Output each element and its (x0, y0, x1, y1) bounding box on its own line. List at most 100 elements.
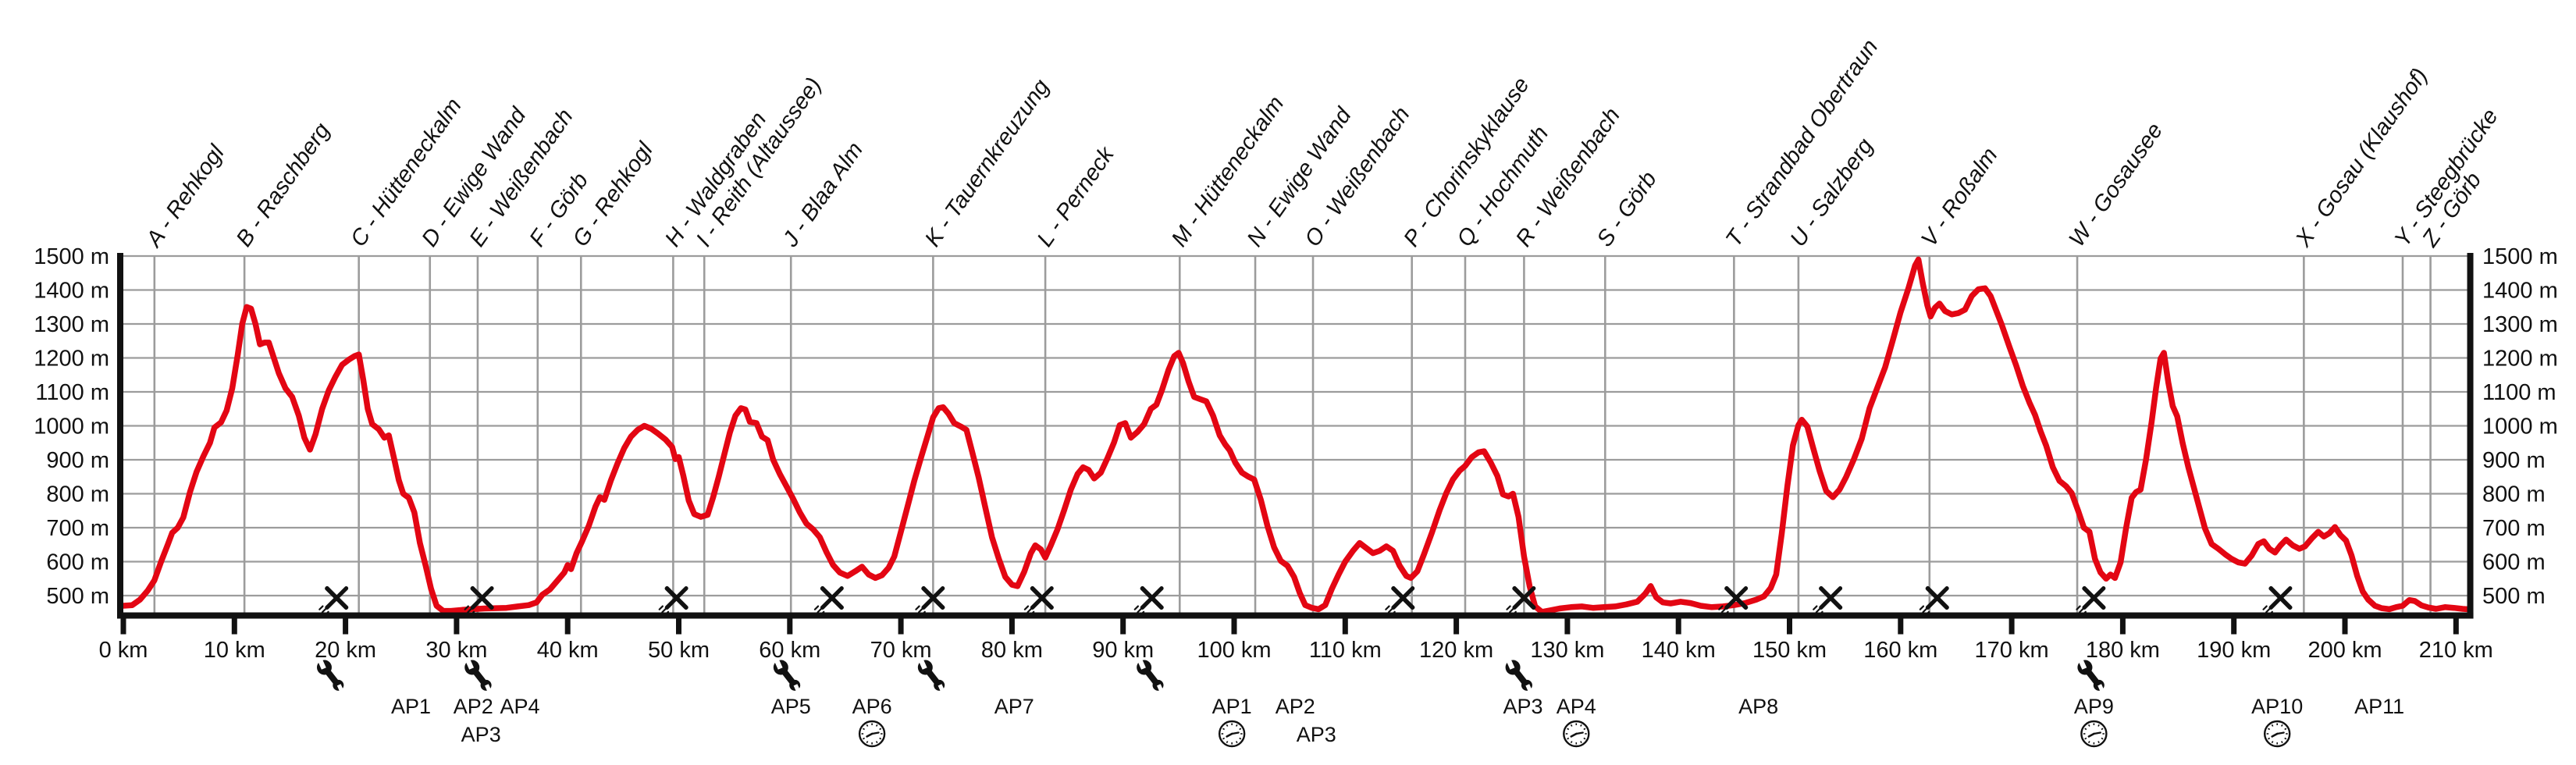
y-tick-label-right: 1400 m (2482, 279, 2558, 304)
x-axis-tick (2008, 618, 2015, 635)
restaurant-icon (1023, 585, 1054, 617)
gridlines (120, 254, 2467, 613)
y-tick-label-right: 1500 m (2482, 244, 2558, 269)
restaurant-icon (1718, 585, 1749, 617)
service-icons (316, 658, 2105, 692)
x-axis-tick (120, 618, 126, 635)
clock-icon (2080, 720, 2108, 748)
x-axis-tick (1564, 618, 1571, 635)
service-wrench-icon (2077, 658, 2105, 692)
x-axis-tick (1231, 618, 1237, 635)
x-tick-label: 140 km (1642, 638, 1716, 663)
checkpoint-label: AP4 (500, 695, 539, 718)
x-axis-tick (343, 618, 349, 635)
restaurant-icon (2262, 585, 2293, 617)
x-tick-label: 160 km (1863, 638, 1937, 663)
restaurant-icon (1506, 585, 1536, 617)
x-axis-tick (1009, 618, 1015, 635)
y-tick-label-left: 600 m (46, 550, 109, 575)
checkpoint-label-row2: AP3 (461, 723, 501, 746)
x-axis (117, 612, 2474, 619)
restaurant-icon (915, 585, 945, 617)
clock-icon (2263, 720, 2291, 748)
y-tick-label-right: 500 m (2482, 584, 2546, 609)
checkpoint-label: AP10 (2251, 695, 2303, 718)
restaurant-icons (318, 585, 2293, 617)
y-tick-label-left: 700 m (46, 516, 109, 541)
checkpoint-labels: AP1 AP2 AP4 AP5 AP6 AP7 AP1 AP2 AP3 AP4 AP8 AP9 AP10… (391, 695, 2404, 746)
x-tick-label: 150 km (1752, 638, 1827, 663)
x-tick-label: 110 km (1309, 638, 1382, 663)
x-axis-tick (2342, 618, 2348, 635)
service-wrench-icon (1137, 658, 1164, 692)
x-tick-label: 90 km (1092, 638, 1154, 663)
checkpoint-label: AP11 (2354, 695, 2404, 718)
y-tick-label-left: 1500 m (34, 244, 109, 269)
y-tick-label-right: 900 m (2482, 448, 2546, 473)
waypoint-label: K - Tauernkreuzung (920, 75, 1055, 251)
x-axis-tick (2453, 618, 2459, 635)
x-tick-label: 170 km (1975, 638, 2049, 663)
x-tick-label: 50 km (648, 638, 710, 663)
x-tick-label: 210 km (2419, 638, 2493, 663)
y-axis-left (117, 253, 123, 619)
service-wrench-icon (1505, 658, 1532, 692)
clock-icon (1218, 720, 1246, 748)
checkpoint-label: AP7 (994, 695, 1034, 718)
x-axis-tick (2231, 618, 2237, 635)
x-tick-label: 200 km (2307, 638, 2382, 663)
x-tick-label: 190 km (2197, 638, 2271, 663)
y-tick-label-left: 1400 m (34, 279, 109, 304)
x-tick-label: 10 km (204, 638, 265, 663)
x-axis-tick (454, 618, 460, 635)
waypoint-label: V - Roßalm (1916, 144, 2002, 251)
x-axis-tick (787, 618, 793, 635)
restaurant-icon (464, 585, 494, 617)
x-tick-label: 60 km (759, 638, 820, 663)
x-axis-tick (1120, 618, 1126, 635)
restaurant-icon (813, 585, 844, 617)
service-wrench-icon (773, 658, 801, 692)
waypoint-label: B - Raschberg (232, 119, 336, 251)
waypoint-label: S - Görb (1592, 167, 1662, 251)
x-axis-tick (1342, 618, 1348, 635)
checkpoint-label: AP2 (454, 695, 493, 718)
x-tick-label: 30 km (425, 638, 487, 663)
service-wrench-icon (917, 658, 945, 692)
y-tick-label-right: 800 m (2482, 482, 2546, 507)
service-wrench-icon (316, 658, 344, 692)
waypoint-labels: A - Rehkogl B - Raschberg C - Hütteneckalm… (141, 35, 2503, 253)
y-tick-label-left: 500 m (46, 584, 109, 609)
y-tick-label-right: 1200 m (2482, 347, 2558, 372)
waypoint-label: A - Rehkogl (141, 140, 230, 252)
x-axis-tick (676, 618, 681, 635)
checkpoint-label: AP1 (391, 695, 431, 718)
y-tick-label-left: 1000 m (34, 415, 109, 439)
x-axis-tick (1898, 618, 1904, 635)
restaurant-icon (1385, 585, 1415, 617)
x-tick-label: 40 km (537, 638, 599, 663)
x-tick-label: 120 km (1419, 638, 1493, 663)
waypoint-label: J - Blaa Alm (777, 137, 868, 251)
y-tick-label-left: 1100 m (35, 380, 109, 405)
checkpoint-label-row2: AP3 (1297, 723, 1336, 746)
x-tick-label: 180 km (2086, 638, 2160, 663)
checkpoint-label: AP3 (1503, 695, 1542, 718)
x-tick-label: 80 km (981, 638, 1043, 663)
clock-icons (858, 720, 2291, 748)
y-tick-label-left: 1200 m (34, 347, 109, 372)
waypoint-label: O - Weißenbach (1300, 102, 1415, 251)
restaurant-icon (658, 585, 688, 617)
y-tick-label-right: 700 m (2482, 516, 2546, 541)
y-tick-label-right: 600 m (2482, 550, 2546, 575)
x-axis-tick (1675, 618, 1681, 635)
y-tick-label-left: 900 m (46, 448, 109, 473)
x-axis-tick (231, 618, 237, 635)
axes (117, 253, 2474, 635)
x-axis-tick (564, 618, 571, 635)
y-tick-label-right: 1000 m (2482, 415, 2558, 439)
restaurant-icon (1813, 585, 1843, 617)
x-axis-tick (1787, 618, 1792, 635)
